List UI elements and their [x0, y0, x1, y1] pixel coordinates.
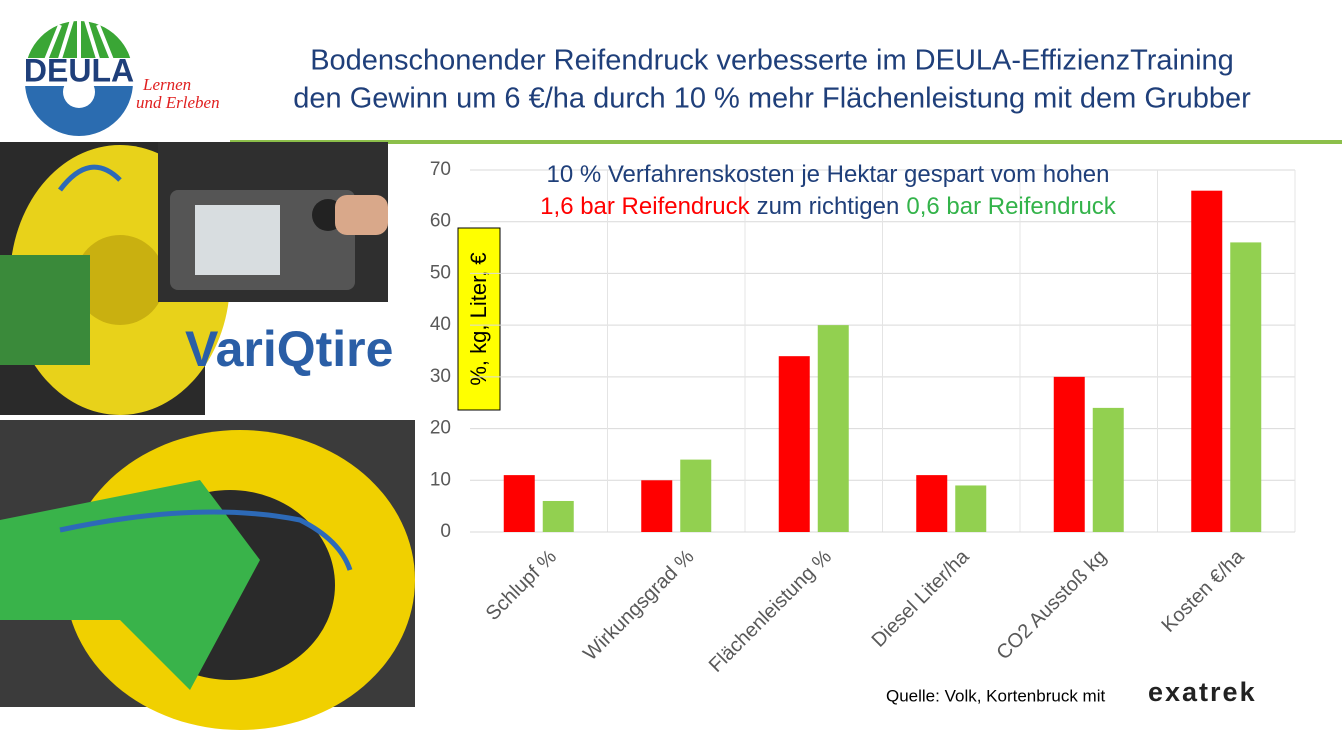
- logo-fan-lines: [38, 18, 120, 76]
- bar: [955, 485, 987, 532]
- annotation: 1,6 bar Reifendruck zum richtigen 0,6 bar …: [540, 193, 1117, 220]
- hand: [335, 195, 388, 235]
- bar: [1053, 376, 1085, 532]
- y-tick-label: 10: [430, 469, 451, 490]
- source: Quelle: Volk, Kortenbruck mit: [886, 686, 1105, 705]
- header-rule: [230, 140, 1342, 144]
- hose: [59, 509, 353, 571]
- slogan: und Erleben: [136, 93, 220, 112]
- y-tick-label: 70: [430, 159, 451, 180]
- annotation-part: 0,6 bar Reifendruck: [906, 193, 1116, 220]
- annotation: 10 % Verfahrenskosten je Hektar gespart …: [547, 161, 1110, 188]
- bar: [1191, 190, 1223, 532]
- annotation-part: 1,6 bar Reifendruck: [540, 193, 750, 220]
- bar: [1092, 407, 1124, 532]
- slogan: Lernen: [142, 75, 191, 94]
- photo-device: [158, 142, 388, 302]
- y-tick-label: 30: [430, 366, 451, 387]
- bar: [1230, 242, 1262, 532]
- bar: [680, 459, 712, 532]
- wheel-hub: [75, 235, 165, 325]
- y-tick-label: 50: [430, 262, 451, 283]
- bar: [542, 500, 574, 532]
- device-screen: [195, 205, 280, 275]
- axle: [0, 480, 260, 690]
- hose: [58, 164, 122, 192]
- bar: [641, 480, 673, 532]
- annotation-part: zum richtigen: [757, 193, 900, 220]
- bar: [778, 356, 810, 532]
- annotation-part: 10 % Verfahrenskosten je Hektar gespart …: [547, 161, 1110, 188]
- logo-gear: [25, 82, 133, 136]
- y-tick-label: 20: [430, 418, 451, 439]
- logo-text: DEULA: [24, 52, 134, 88]
- bar: [817, 325, 849, 532]
- green-part: [0, 255, 90, 365]
- y-label-box: [457, 227, 501, 411]
- photo-wheel-bottom: [0, 420, 415, 730]
- title: Bodenschonender Reifendruck verbesserte …: [310, 45, 1234, 77]
- y-axis-label: %, kg, Liter, €: [466, 252, 491, 385]
- title: den Gewinn um 6 €/ha durch 10 % mehr Flä…: [293, 83, 1251, 115]
- exatrek-logo: exatrek: [1148, 677, 1257, 707]
- bar: [503, 475, 535, 532]
- deula-logo: DEULA Lernen und Erleben: [18, 18, 220, 136]
- y-tick-label: 0: [440, 521, 451, 542]
- y-tick-label: 40: [430, 314, 451, 335]
- y-tick-label: 60: [430, 211, 451, 232]
- logo-band: [18, 58, 140, 86]
- variqtire-logo: VariQtire: [185, 321, 393, 377]
- bar: [916, 475, 948, 532]
